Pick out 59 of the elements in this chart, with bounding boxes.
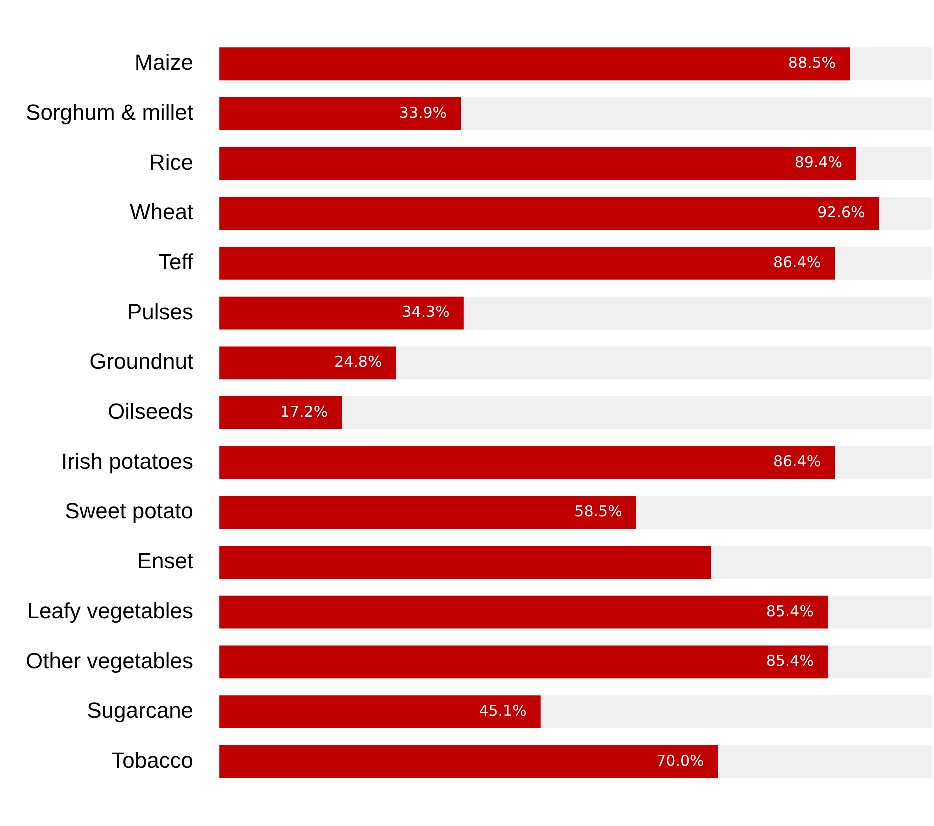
bar bbox=[540, 696, 932, 728]
bar bbox=[879, 197, 932, 230]
bar bbox=[220, 48, 850, 81]
y-tick-label: Oilseeds bbox=[108, 399, 194, 424]
bar bbox=[856, 147, 932, 180]
data-label: 86.4% bbox=[773, 253, 822, 272]
y-tick-label: Maize bbox=[134, 50, 194, 76]
data-label: 89.4% bbox=[794, 154, 842, 172]
bar bbox=[828, 646, 932, 679]
y-tick-label: Other vegetables bbox=[26, 648, 194, 674]
bar bbox=[220, 346, 396, 380]
bar bbox=[220, 396, 342, 430]
data-label: 88.5% bbox=[788, 54, 836, 72]
data-label: 85.4% bbox=[766, 602, 814, 620]
y-tick-label: Irish potatoes bbox=[61, 448, 194, 474]
y-tick-label: Sweet potato bbox=[65, 498, 194, 524]
bar bbox=[220, 546, 712, 579]
bar bbox=[835, 247, 932, 280]
bar bbox=[220, 446, 836, 480]
bar bbox=[718, 745, 932, 778]
bar bbox=[636, 496, 932, 530]
bar bbox=[220, 696, 541, 728]
data-label: 24.8% bbox=[334, 353, 382, 372]
y-tick-label: Leafy vegetables bbox=[27, 598, 194, 624]
y-tick-label: Groundnut bbox=[90, 349, 194, 374]
bar bbox=[220, 247, 836, 280]
bar bbox=[396, 346, 932, 380]
data-label: 86.4% bbox=[773, 452, 822, 471]
bar bbox=[220, 147, 856, 180]
data-label: 34.3% bbox=[402, 303, 450, 322]
y-tick-label: Wheat bbox=[130, 200, 194, 225]
data-label: 33.9% bbox=[399, 104, 448, 122]
bar bbox=[342, 396, 932, 430]
y-tick-label: Teff bbox=[158, 250, 194, 275]
bar bbox=[828, 596, 932, 629]
y-tick-label: Sugarcane bbox=[87, 698, 194, 724]
y-tick-label: Enset bbox=[137, 548, 194, 574]
data-label: 58.5% bbox=[574, 502, 622, 521]
bar bbox=[835, 446, 932, 480]
data-label: 17.2% bbox=[280, 402, 328, 421]
bar bbox=[220, 197, 880, 230]
bar bbox=[464, 296, 932, 330]
y-tick-label: Rice bbox=[150, 150, 194, 175]
bar bbox=[220, 745, 718, 778]
y-tick-label: Tobacco bbox=[112, 748, 194, 773]
bar bbox=[220, 646, 828, 679]
bar bbox=[461, 98, 932, 130]
y-tick-label: Pulses bbox=[128, 299, 194, 324]
data-label: 70.0% bbox=[656, 752, 704, 770]
bar bbox=[850, 48, 932, 81]
bar bbox=[220, 98, 462, 130]
bar bbox=[711, 546, 932, 579]
bar bbox=[220, 496, 636, 530]
data-label: 85.4% bbox=[766, 652, 814, 670]
data-label: 92.6% bbox=[818, 204, 866, 222]
bar bbox=[220, 596, 828, 629]
bar bbox=[220, 296, 464, 330]
y-tick-label: Sorghum & millet bbox=[26, 100, 194, 126]
data-label: 45.1% bbox=[479, 702, 527, 720]
